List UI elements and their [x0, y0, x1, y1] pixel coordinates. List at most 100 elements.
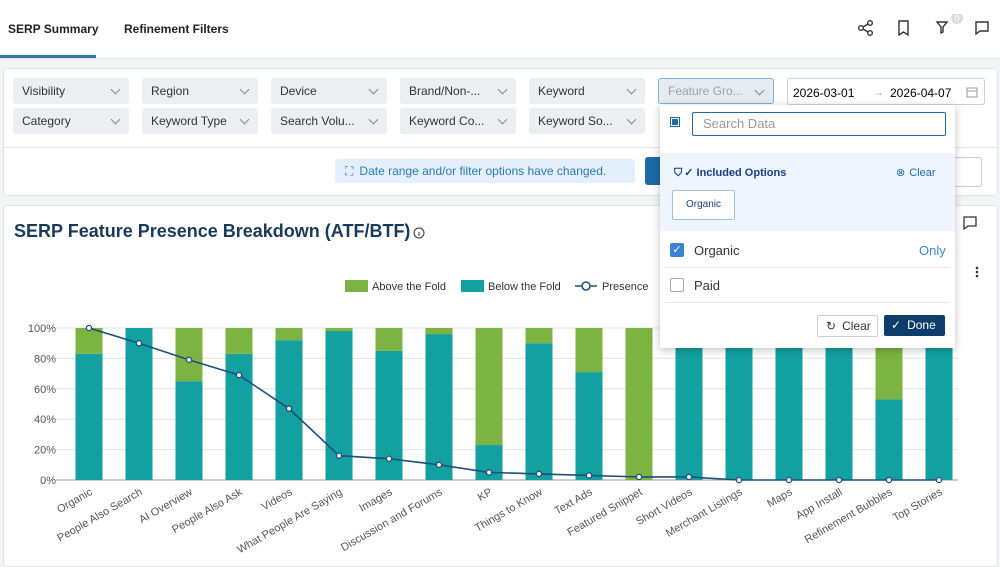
line-point — [785, 476, 793, 484]
line-point — [485, 469, 493, 476]
filter-dropdown[interactable]: Device — [271, 78, 387, 104]
comment-icon[interactable] — [963, 216, 977, 231]
bar-segment — [175, 328, 203, 382]
filter-dropdown[interactable]: Keyword Type — [142, 108, 258, 134]
x-tick-label: KP — [476, 486, 495, 504]
chip[interactable]: Organic — [672, 190, 735, 220]
separator — [665, 267, 950, 268]
chat-icon[interactable] — [975, 21, 989, 36]
y-tick-label: 40% — [34, 414, 56, 426]
share-icon[interactable] — [857, 19, 874, 37]
legend-marker — [581, 281, 591, 291]
included-panel: ⛉ ✓ Included Options ⊗ Clear Organic — [660, 153, 955, 231]
date-range[interactable]: 2026-03-01 → 2026-04-07 — [787, 78, 985, 105]
line-point — [285, 405, 293, 412]
line-point — [885, 476, 893, 484]
x-tick-label: Organic — [55, 486, 95, 516]
filter-dropdown[interactable]: Keyword — [529, 78, 645, 104]
done-button-text: Done — [907, 318, 936, 332]
legend-swatch — [345, 280, 368, 292]
select-all[interactable] — [670, 117, 680, 127]
line-point — [235, 371, 243, 379]
line-point — [585, 472, 593, 479]
bar-segment — [275, 328, 303, 341]
bar-segment — [525, 328, 553, 344]
option-label: Paid — [694, 278, 721, 293]
line-point — [385, 455, 393, 462]
clear-link[interactable]: ⊗ Clear — [896, 167, 936, 179]
bar-segment — [325, 328, 353, 332]
legend-label: Above the Fold — [372, 281, 446, 293]
bar-segment — [375, 328, 403, 351]
filter-dropdown[interactable]: Feature Gro... — [658, 78, 774, 104]
date-end: 2026-04-07 — [890, 86, 952, 100]
bar-segment — [75, 353, 103, 480]
filter-icon[interactable] — [935, 21, 949, 35]
top-bar: SERP Summary Refinement Filters 0 — [0, 0, 1000, 59]
line-point — [335, 452, 343, 459]
included-heading-text: ✓ Included Options — [684, 167, 787, 179]
line-point — [135, 339, 143, 347]
line-point — [435, 461, 443, 469]
line-point — [685, 473, 693, 481]
y-tick-label: 80% — [34, 353, 56, 365]
option-label: Organic — [694, 243, 740, 258]
tab[interactable]: Refinement Filters — [124, 22, 229, 36]
done-button[interactable]: ✓ Done — [884, 315, 945, 336]
checkbox[interactable] — [670, 278, 684, 292]
search-input[interactable]: Search Data — [692, 112, 946, 136]
bar-segment — [625, 328, 653, 480]
tab[interactable]: SERP Summary — [8, 22, 99, 36]
filter-dropdown[interactable]: Keyword So... — [529, 108, 645, 134]
bar-segment — [175, 381, 203, 480]
clear-button-text: Clear — [842, 319, 871, 333]
bar-segment — [525, 343, 553, 480]
line-point — [835, 476, 843, 484]
only-link[interactable]: Only — [919, 243, 946, 258]
bar-segment — [575, 372, 603, 480]
y-tick-label: 60% — [34, 384, 56, 396]
y-tick-label: 20% — [34, 445, 56, 457]
line-point — [635, 473, 643, 481]
bar-segment — [475, 328, 503, 446]
date-start: 2026-03-01 — [793, 86, 855, 100]
clear-button[interactable]: ↻ Clear — [817, 315, 878, 337]
x-tick-label: Videos — [260, 486, 295, 513]
legend-label: Below the Fold — [488, 281, 561, 293]
included-heading: ⛉ ✓ Included Options — [674, 167, 787, 179]
legend-swatch — [461, 280, 484, 292]
x-tick-label: Top Stories — [891, 486, 945, 524]
tab-underline — [0, 55, 96, 58]
line-point — [935, 476, 943, 484]
info-icon[interactable] — [413, 227, 425, 239]
bar-segment — [125, 328, 153, 480]
line-point — [185, 356, 193, 364]
checkbox[interactable]: ✓ — [670, 243, 684, 257]
x-tick-label: Text Ads — [552, 486, 594, 517]
bar-segment — [75, 328, 103, 354]
notice-icon: ⛶ — [345, 164, 354, 178]
dropdown: Search Data ⛉ ✓ Included Options ⊗ Clear O… — [660, 105, 955, 348]
filter-dropdown[interactable]: Keyword Co... — [400, 108, 516, 134]
toolbar-icons: 0 — [857, 14, 989, 37]
bookmark-icon[interactable] — [898, 20, 909, 37]
y-tick-label: 0% — [40, 475, 56, 487]
filter-dropdown[interactable]: Region — [142, 78, 258, 104]
menu-icon[interactable] — [975, 266, 979, 278]
bar-segment — [425, 334, 453, 480]
filter-dropdown[interactable]: Visibility — [13, 78, 129, 104]
filter-dropdown[interactable]: Brand/Non-... — [400, 78, 516, 104]
notice-text: Date range and/or filter options have ch… — [359, 164, 607, 178]
filter-dropdown[interactable]: Search Volu... — [271, 108, 387, 134]
notice: ⛶ Date range and/or filter options have c… — [335, 159, 635, 183]
separator — [665, 302, 950, 303]
bar-segment — [775, 328, 803, 480]
filter-dropdown[interactable]: Category — [13, 108, 129, 134]
bar-segment — [225, 328, 253, 354]
bar-segment — [725, 328, 753, 480]
chart-title: SERP Feature Presence Breakdown (ATF/BTF… — [14, 221, 410, 241]
line-point — [85, 324, 93, 332]
line-point — [535, 470, 543, 478]
